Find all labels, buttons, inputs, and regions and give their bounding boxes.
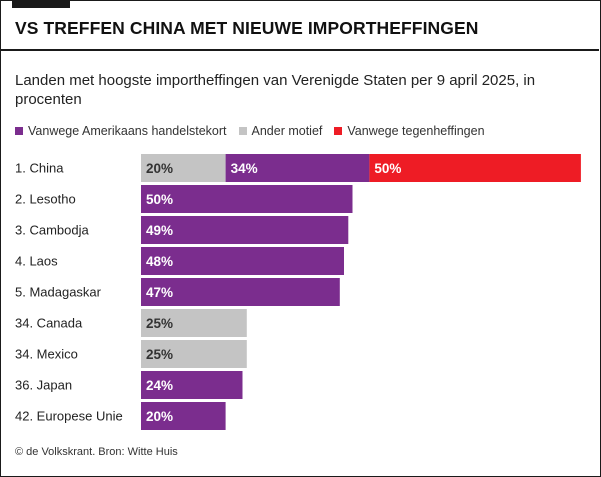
bar-segment-trade-deficit bbox=[141, 371, 243, 399]
data-label: 25% bbox=[146, 316, 173, 331]
bar-segment-other bbox=[141, 154, 226, 182]
bar-segment-trade-deficit bbox=[141, 185, 353, 213]
legend: Vanwege Amerikaans handelstekort Ander m… bbox=[15, 124, 497, 138]
category-label: 1. China bbox=[15, 161, 64, 176]
data-label: 20% bbox=[146, 161, 173, 176]
legend-item-other: Ander motief bbox=[238, 124, 323, 138]
legend-item-trade-deficit: Vanwege Amerikaans handelstekort bbox=[15, 124, 227, 138]
bar-segment-other bbox=[141, 309, 247, 337]
bar-segment-trade-deficit bbox=[141, 278, 340, 306]
legend-label: Ander motief bbox=[251, 124, 323, 138]
legend-swatch-other bbox=[238, 127, 247, 135]
bar-segment-trade-deficit bbox=[141, 402, 226, 430]
bar-segment-trade-deficit bbox=[141, 247, 344, 275]
title-divider bbox=[0, 49, 599, 51]
category-label: 5. Madagaskar bbox=[15, 285, 102, 300]
category-label: 2. Lesotho bbox=[15, 192, 76, 207]
header-accent-bar bbox=[12, 1, 70, 8]
chart-title: VS TREFFEN CHINA MET NIEUWE IMPORTHEFFIN… bbox=[15, 18, 479, 38]
legend-item-retaliation: Vanwege tegenheffingen bbox=[334, 124, 485, 138]
data-label: 50% bbox=[374, 161, 401, 176]
legend-swatch-retaliation bbox=[334, 127, 343, 135]
legend-label: Vanwege Amerikaans handelstekort bbox=[28, 124, 227, 138]
category-label: 3. Cambodja bbox=[15, 223, 89, 238]
legend-label: Vanwege tegenheffingen bbox=[347, 124, 485, 138]
bar-segment-other bbox=[141, 340, 247, 368]
bar-segment-retaliation bbox=[369, 154, 581, 182]
legend-swatch-trade-deficit bbox=[15, 127, 23, 135]
data-label: 49% bbox=[146, 223, 173, 238]
bar-segment-trade-deficit bbox=[225, 154, 370, 182]
source-credit: © de Volkskrant. Bron: Witte Huis bbox=[15, 446, 178, 458]
data-label: 47% bbox=[146, 285, 173, 300]
data-label: 25% bbox=[146, 347, 173, 362]
data-label: 50% bbox=[146, 192, 173, 207]
data-label: 20% bbox=[146, 409, 173, 424]
data-label: 24% bbox=[146, 378, 173, 393]
category-label: 34. Canada bbox=[15, 316, 83, 331]
bar-segment-trade-deficit bbox=[141, 216, 349, 244]
chart-subtitle: Landen met hoogste importheffingen van V… bbox=[15, 72, 536, 108]
data-label: 48% bbox=[146, 254, 173, 269]
category-label: 42. Europese Unie bbox=[15, 409, 123, 424]
data-label: 34% bbox=[231, 161, 258, 176]
category-label: 34. Mexico bbox=[15, 347, 78, 362]
category-label: 4. Laos bbox=[15, 254, 58, 269]
category-label: 36. Japan bbox=[15, 378, 72, 393]
